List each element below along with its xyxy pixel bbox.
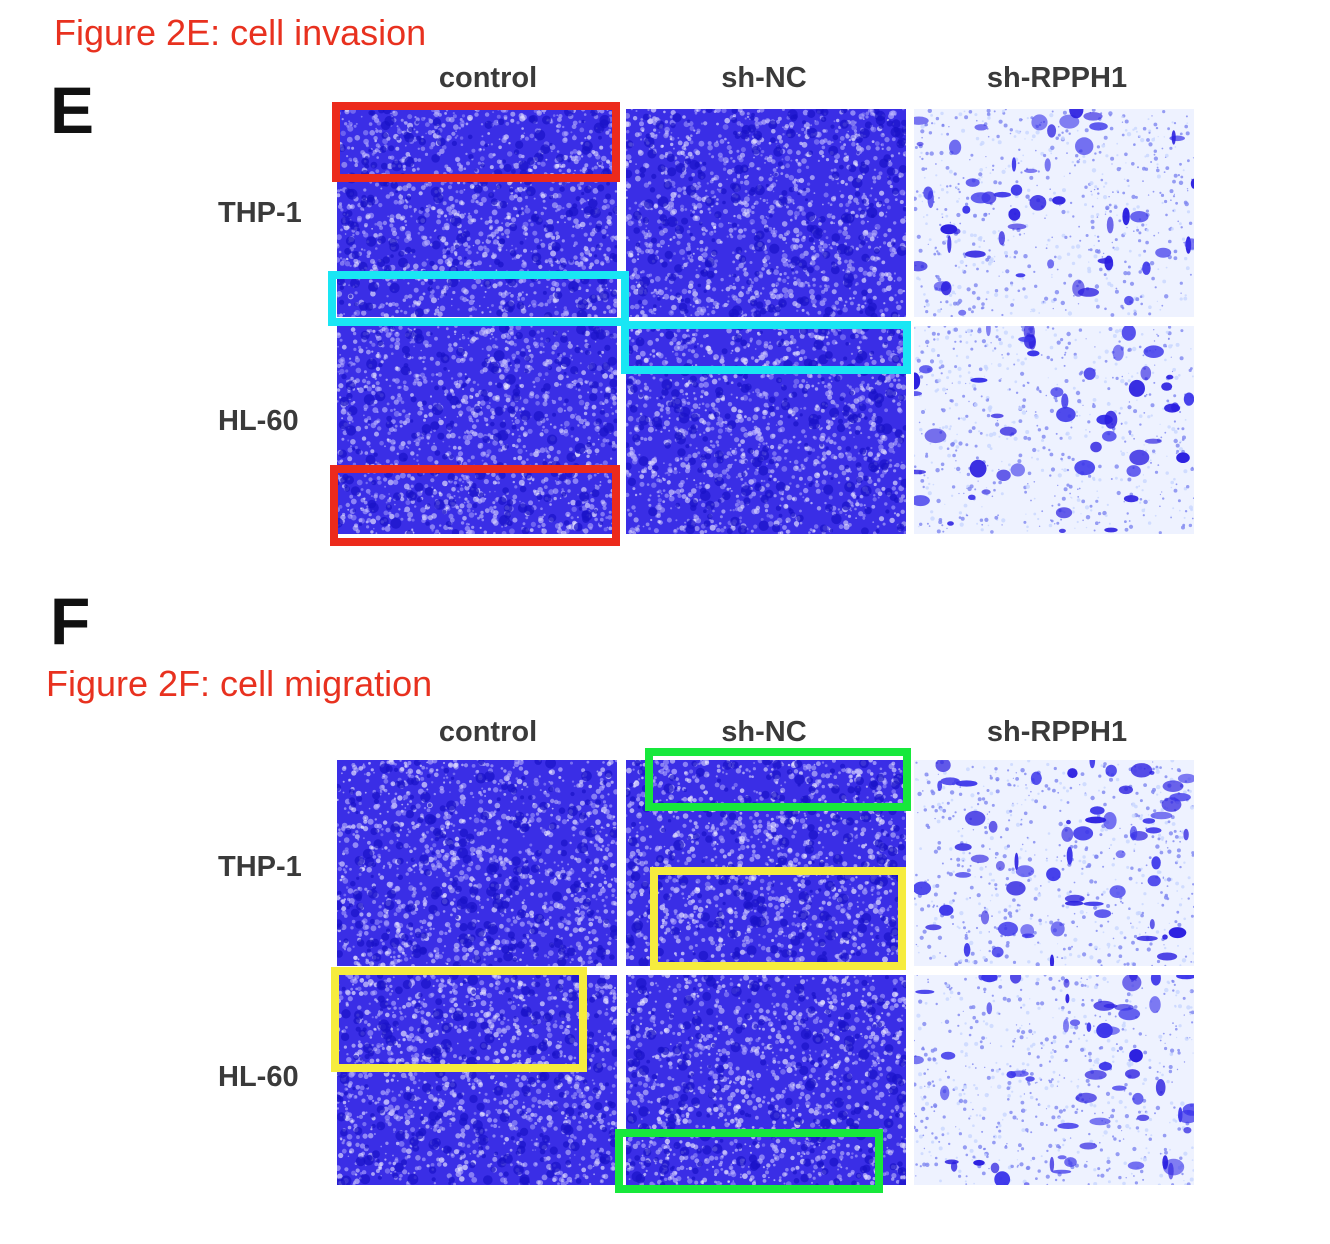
panel-letter-f: F xyxy=(50,584,91,658)
figure-e-row-thp-1: THP-1 xyxy=(218,197,302,229)
figure-f-image-thp1-control xyxy=(337,760,617,966)
figure-e-column-sh-nc: sh-NC xyxy=(721,62,807,94)
figure-f-row-thp-1: THP-1 xyxy=(218,851,302,883)
highlight-box-green-bottom xyxy=(615,1129,883,1193)
highlight-box-yellow-right xyxy=(650,867,906,970)
figure-e-image-hl60-control xyxy=(337,326,617,534)
figure-f-caption: Figure 2F: cell migration xyxy=(46,663,433,704)
highlight-box-green-top xyxy=(645,748,911,811)
figure-f-image-hl60-sh-rpph1 xyxy=(914,975,1194,1185)
highlight-box-red-top xyxy=(332,102,620,182)
highlight-box-yellow-left xyxy=(331,967,587,1072)
figure-e-image-hl60-sh-rpph1 xyxy=(914,326,1194,534)
figure-f-image-hl60-control xyxy=(337,975,617,1185)
figure-e-column-control: control xyxy=(438,62,538,94)
figure-f-column-control: control xyxy=(438,716,538,748)
figure-e-image-thp1-sh-rpph1 xyxy=(914,109,1194,317)
highlight-box-cyan-right xyxy=(621,321,911,374)
panel-letter-e: E xyxy=(50,73,95,147)
figure-f-image-thp1-sh-nc xyxy=(626,760,906,966)
figure-f-column-sh-nc: sh-NC xyxy=(721,716,807,748)
figure-f-image-thp1-sh-rpph1 xyxy=(914,760,1194,966)
figure-e-caption: Figure 2E: cell invasion xyxy=(54,12,427,53)
figure-e-row-hl-60: HL-60 xyxy=(218,405,299,437)
figure-e-image-thp1-sh-nc xyxy=(626,109,906,317)
figure-f-row-hl-60: HL-60 xyxy=(218,1061,299,1093)
figure-f-image-hl60-sh-nc xyxy=(626,975,906,1185)
figure-e-image-hl60-sh-nc xyxy=(626,326,906,534)
figure-f-column-sh-rpph1: sh-RPPH1 xyxy=(986,716,1128,748)
highlight-box-red-bottom xyxy=(330,465,620,546)
figure-e-column-sh-rpph1: sh-RPPH1 xyxy=(986,62,1128,94)
highlight-box-cyan-left xyxy=(328,271,629,326)
